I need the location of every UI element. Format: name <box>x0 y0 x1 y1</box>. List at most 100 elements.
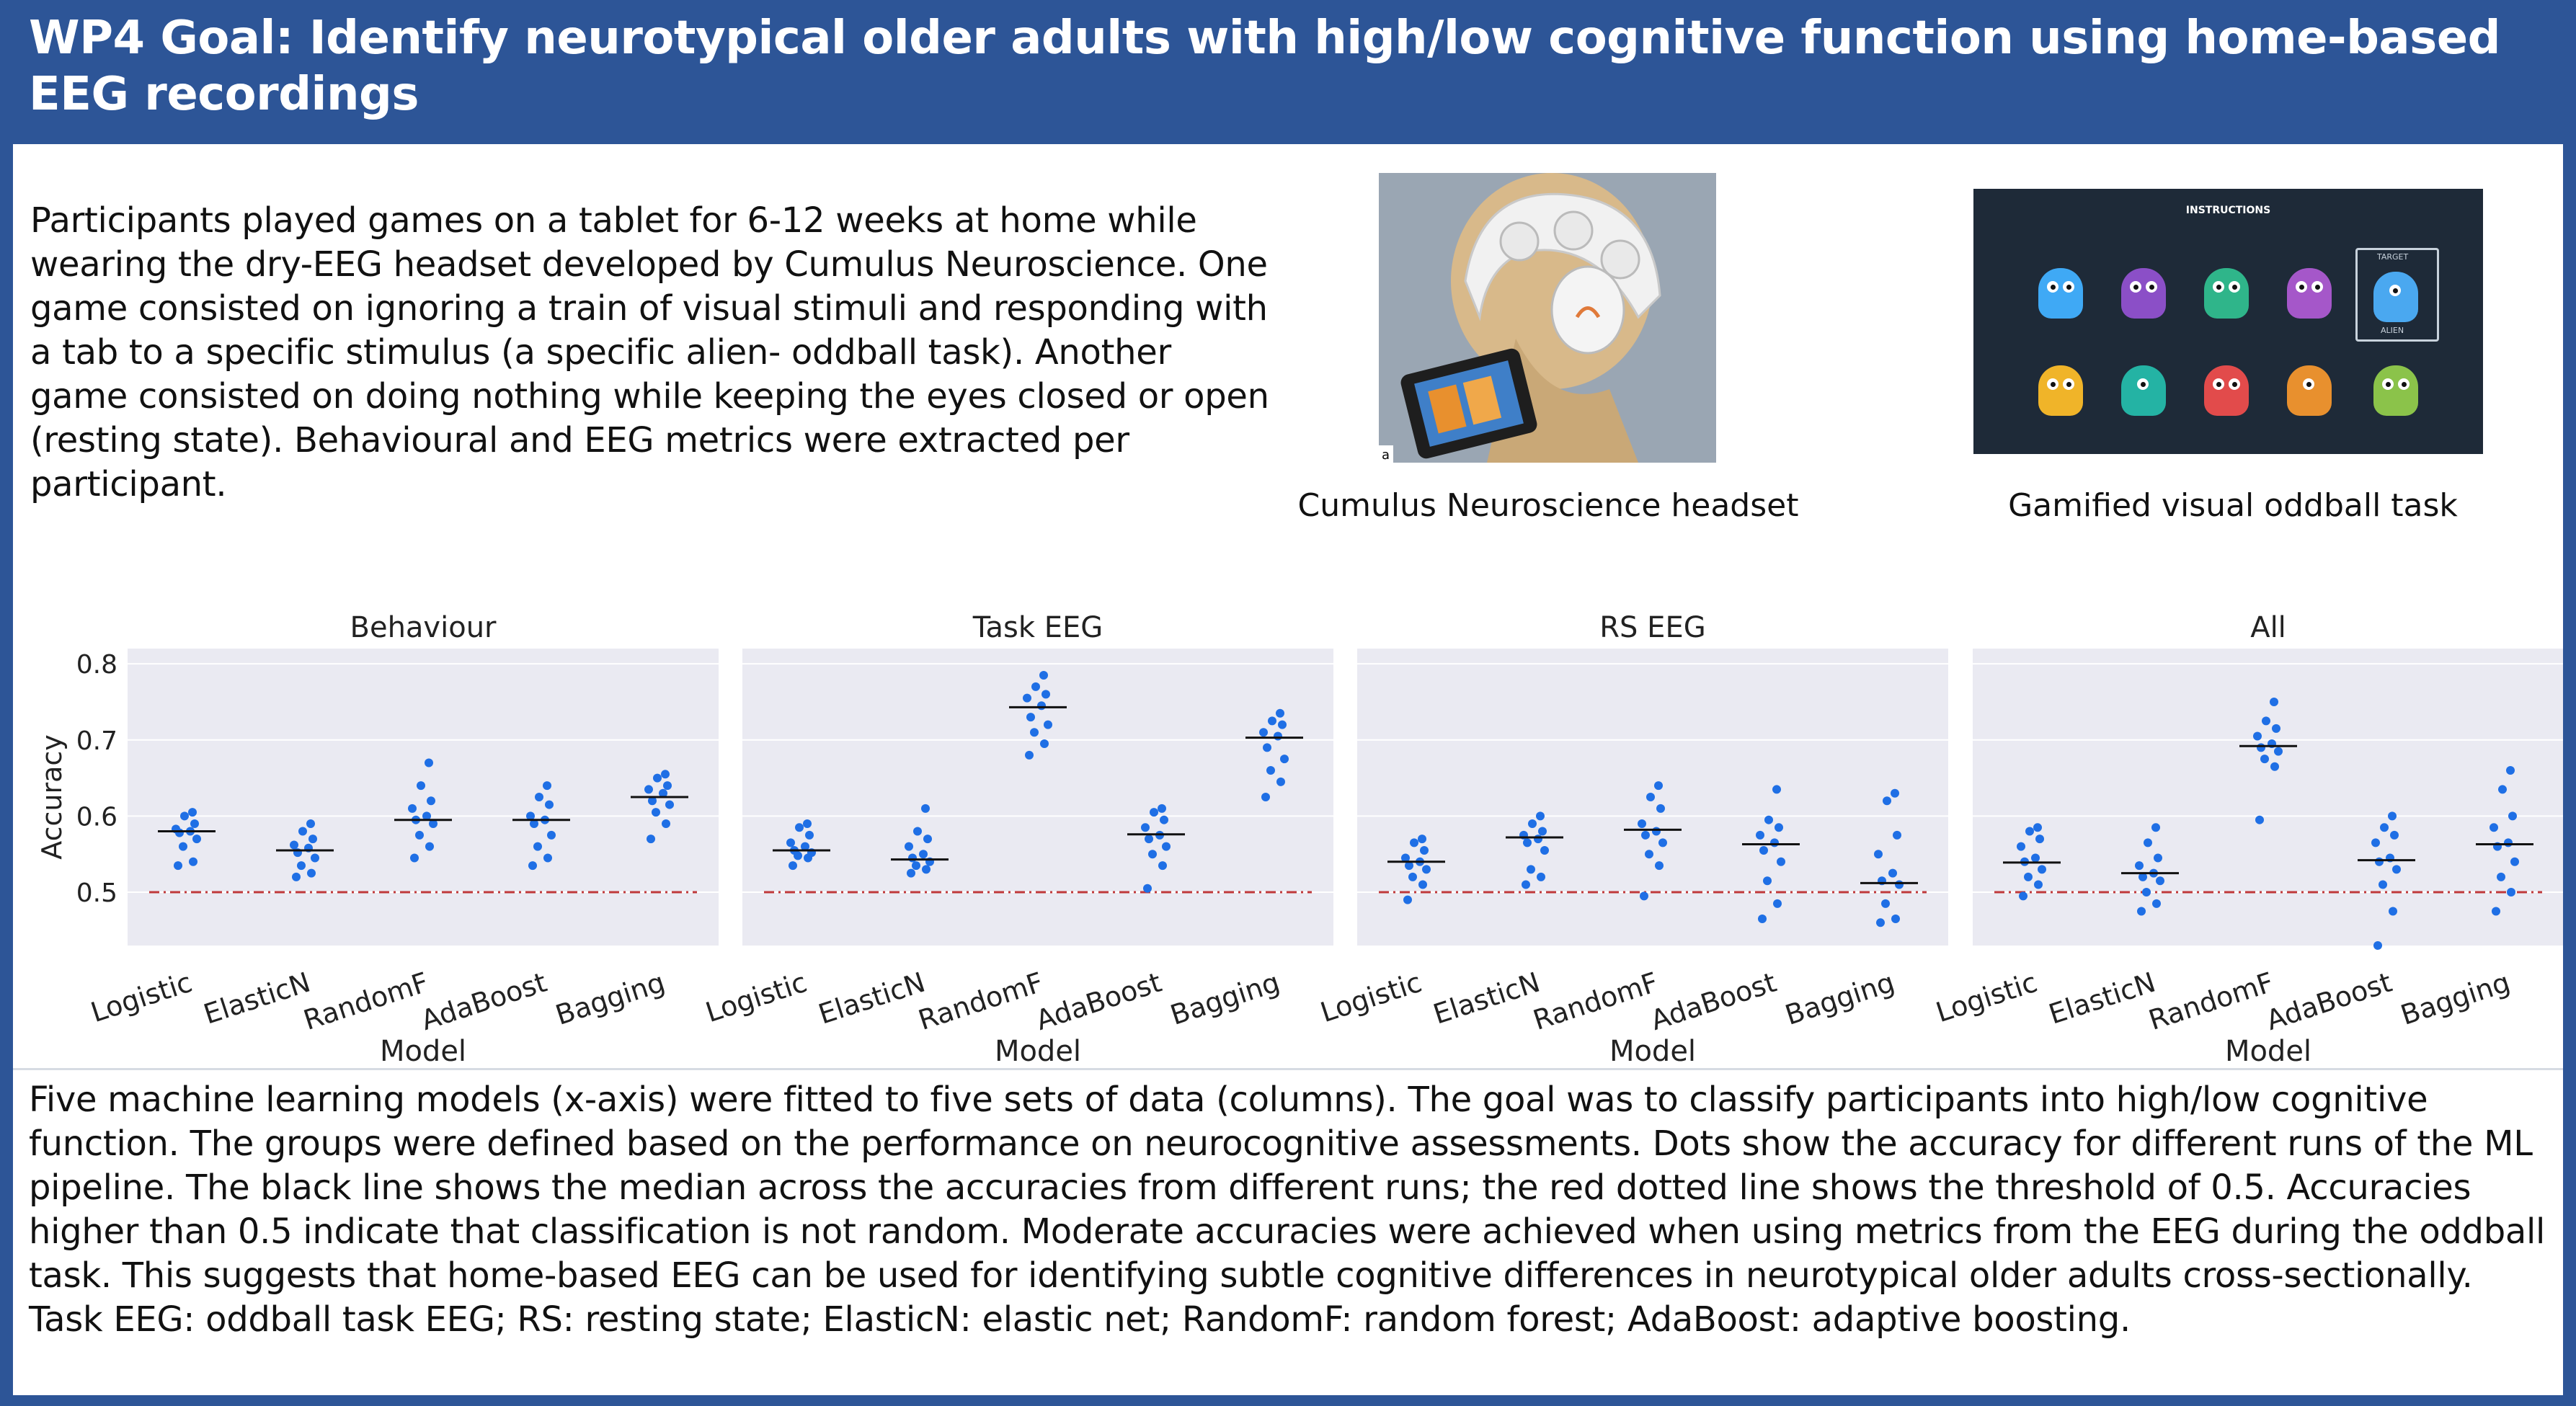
data-point <box>2392 865 2401 874</box>
y-axis-label: Accuracy <box>36 734 68 860</box>
data-point <box>1422 865 1431 874</box>
data-point <box>297 861 306 871</box>
oddball-game-screenshot: INSTRUCTIONS TARGET ALIEN <box>1973 189 2483 454</box>
data-point <box>801 842 809 851</box>
data-point <box>2506 766 2515 775</box>
data-point <box>647 835 655 844</box>
data-point <box>429 819 438 828</box>
data-point <box>2152 899 2161 908</box>
data-point <box>1891 915 1900 924</box>
data-point <box>1143 884 1152 893</box>
x-axis-label: Model <box>2225 1035 2311 1067</box>
data-point <box>1030 728 1039 737</box>
data-point <box>2270 762 2279 771</box>
data-point <box>2031 853 2040 863</box>
data-point <box>1268 716 1276 726</box>
x-tick-label: RandomF <box>915 966 1047 1036</box>
alien-icon <box>2038 365 2083 416</box>
data-point <box>2274 747 2283 756</box>
data-point <box>1039 670 1048 680</box>
data-point <box>1023 693 1031 703</box>
data-point <box>1276 708 1284 718</box>
data-point <box>1410 838 1418 847</box>
data-point <box>1764 815 1773 824</box>
data-point <box>919 850 928 859</box>
data-point <box>907 868 915 878</box>
data-point <box>1772 785 1781 794</box>
x-axis-label: Model <box>995 1035 1081 1067</box>
x-tick-label: ElasticN <box>814 966 929 1031</box>
data-point <box>1403 895 1412 904</box>
alien-icon <box>2373 272 2418 322</box>
x-tick-label: Logistic <box>87 966 196 1029</box>
plot-area <box>128 649 719 946</box>
data-point <box>1040 739 1049 749</box>
data-point <box>2388 811 2397 821</box>
data-point <box>1162 842 1171 851</box>
data-point <box>1145 835 1153 844</box>
data-point <box>190 819 199 828</box>
data-point <box>545 800 554 809</box>
data-point <box>1777 857 1785 866</box>
data-point <box>1522 880 1530 889</box>
data-point <box>2507 888 2515 897</box>
data-point <box>1148 850 1157 859</box>
data-point <box>535 793 543 801</box>
data-point <box>1523 838 1532 847</box>
x-tick-label: RandomF <box>1529 966 1662 1036</box>
data-point <box>2142 888 2151 897</box>
data-point <box>1527 865 1535 874</box>
data-point <box>2510 857 2519 866</box>
x-axis-label: Model <box>380 1035 466 1067</box>
data-point <box>661 770 670 779</box>
data-point <box>292 872 301 881</box>
y-tick-label: 0.8 <box>76 650 117 680</box>
data-point <box>427 796 435 806</box>
data-point <box>1160 815 1168 824</box>
data-point <box>2253 731 2262 741</box>
data-point <box>2138 872 2147 881</box>
data-point <box>1641 830 1650 840</box>
data-point <box>1150 808 1158 817</box>
data-point <box>1158 804 1166 813</box>
data-point <box>1401 853 1410 863</box>
x-tick-label: Bagging <box>551 966 668 1031</box>
alien-icon <box>2287 365 2332 416</box>
data-point <box>923 835 932 844</box>
data-point <box>290 840 298 850</box>
data-point <box>913 827 922 836</box>
data-point <box>789 861 797 871</box>
alien-icon <box>2038 268 2083 319</box>
data-point <box>408 804 417 813</box>
data-point <box>1274 731 1282 741</box>
data-point <box>1418 835 1426 844</box>
data-point <box>425 842 434 851</box>
data-point <box>174 861 182 871</box>
data-point <box>1758 915 1767 924</box>
data-point <box>2389 907 2397 916</box>
banner-title: WP4 Goal: Identify neurotypical older ad… <box>29 12 2500 121</box>
data-point <box>1528 819 1537 828</box>
alien-icon <box>2373 365 2418 416</box>
data-point <box>2508 811 2517 821</box>
data-point <box>1638 819 1646 828</box>
x-axis-label: Model <box>1609 1035 1696 1067</box>
data-point <box>2038 865 2046 874</box>
summary-paragraph: Five machine learning models (x-axis) we… <box>29 1080 2546 1340</box>
data-point <box>1895 880 1904 889</box>
data-point <box>415 830 424 840</box>
headset-photo: a <box>1379 173 1716 463</box>
chart-title: Behaviour <box>350 611 497 644</box>
x-tick-label: ElasticN <box>2045 966 2159 1031</box>
data-point <box>1658 838 1667 847</box>
data-point <box>2270 697 2278 706</box>
x-tick-label: ElasticN <box>200 966 314 1031</box>
x-tick-label: AdaBoost <box>417 966 551 1036</box>
data-point <box>1640 891 1648 901</box>
data-point <box>307 868 316 878</box>
data-point <box>308 835 317 844</box>
data-point <box>1646 793 1655 801</box>
data-point <box>2390 830 2399 840</box>
data-point <box>1763 876 1772 886</box>
data-point <box>1773 899 1782 908</box>
